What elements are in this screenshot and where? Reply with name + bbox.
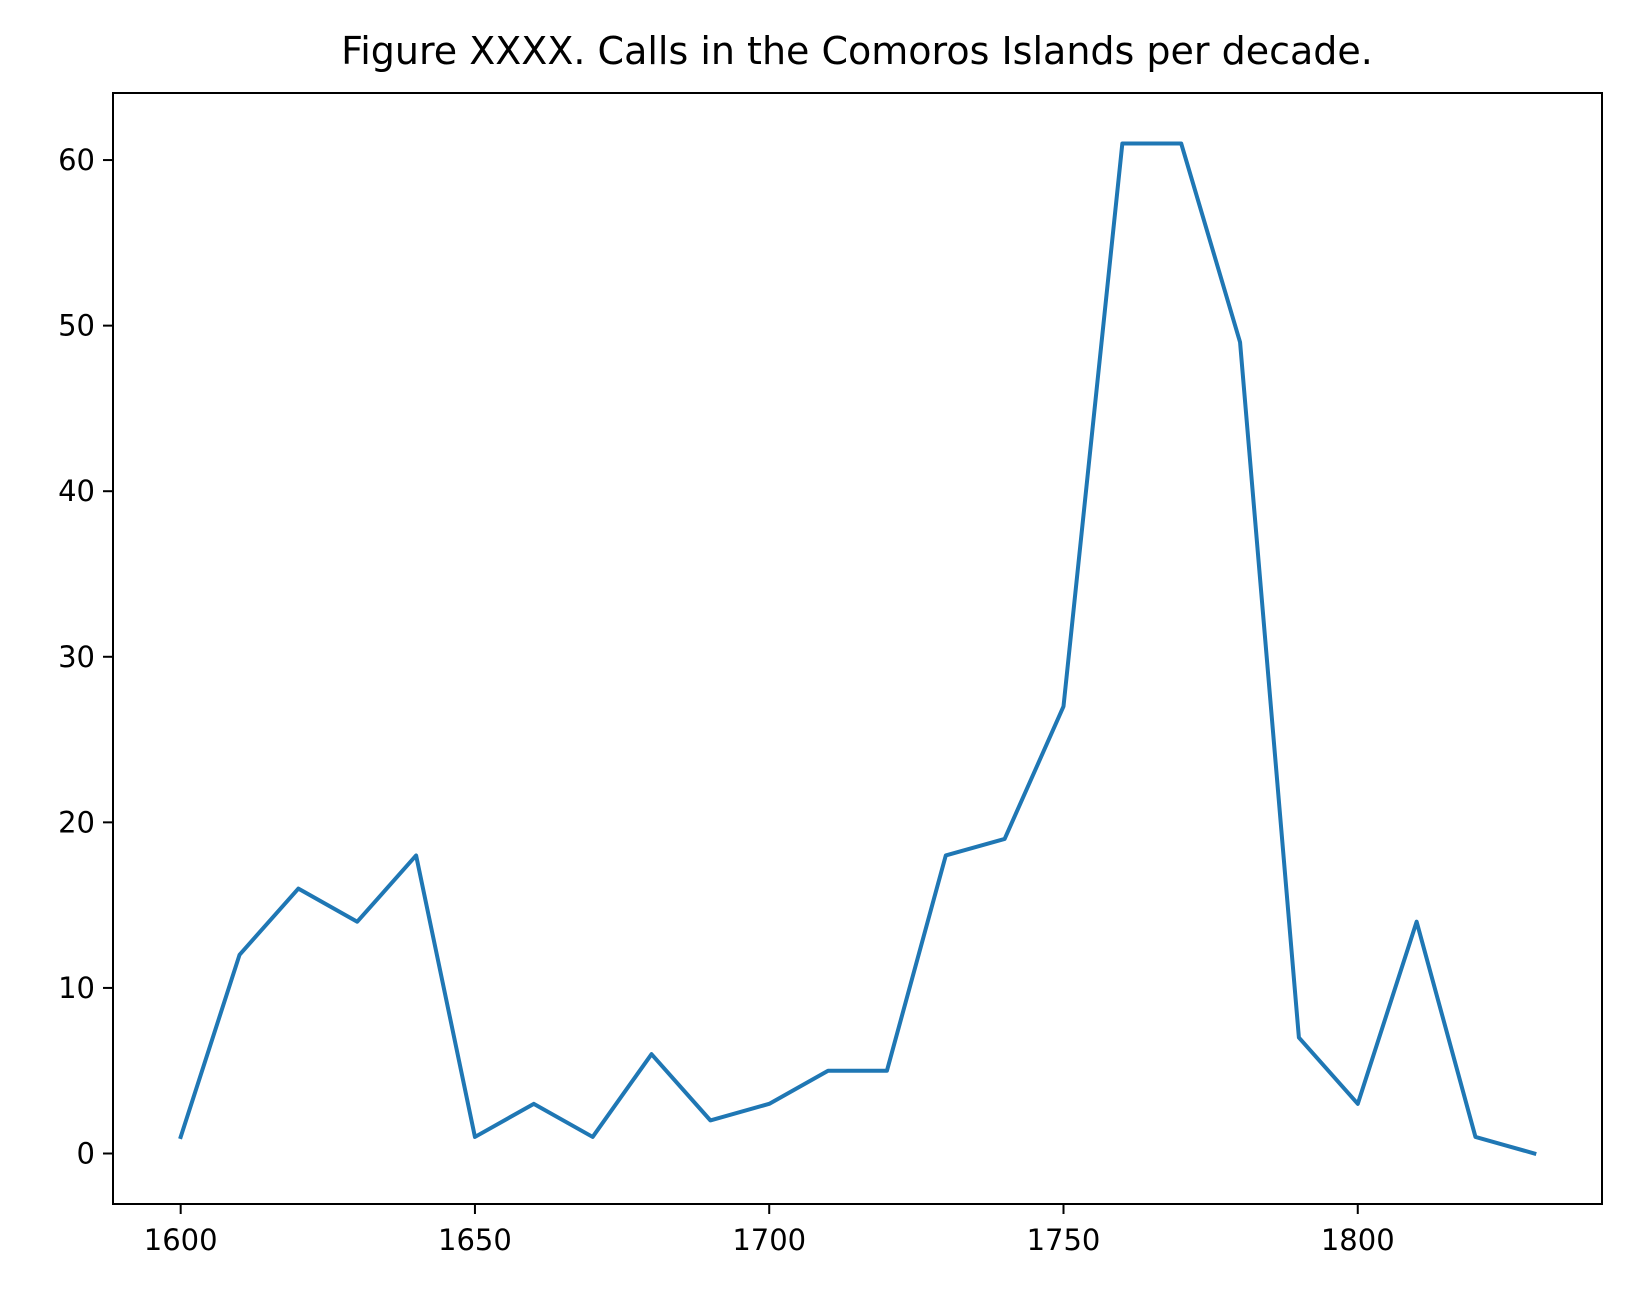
- axis-ticks: 1600 1650 1700 1750 1800 0 10 20 30 40 50 60: [58, 143, 1395, 1257]
- x-tick-label: 1600: [144, 1223, 218, 1257]
- series-line: [178, 141, 1537, 1156]
- y-tick-label: 10: [58, 971, 95, 1005]
- x-tick-label: 1700: [732, 1223, 806, 1257]
- data-series: [178, 141, 1537, 1156]
- y-tick-label: 0: [77, 1137, 95, 1171]
- x-tick-label: 1750: [1027, 1223, 1101, 1257]
- chart-title: Figure XXXX. Calls in the Comoros Island…: [341, 29, 1373, 73]
- axes-frame: [112, 92, 1603, 1205]
- y-tick-label: 60: [58, 143, 95, 177]
- y-tick-label: 40: [58, 474, 95, 508]
- y-tick-label: 50: [58, 309, 95, 343]
- x-tick-label: 1800: [1321, 1223, 1395, 1257]
- x-tick-label: 1650: [438, 1223, 512, 1257]
- y-tick-label: 20: [58, 805, 95, 839]
- y-tick-label: 30: [58, 640, 95, 674]
